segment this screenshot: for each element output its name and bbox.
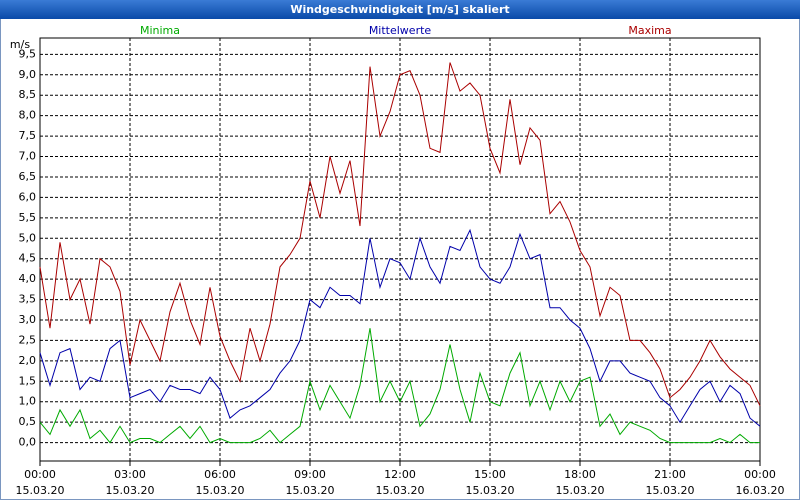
y-tick-label: 0,5 (19, 415, 37, 428)
x-tick-date: 15.03.20 (466, 484, 515, 497)
legend-label: Mittelwerte (369, 24, 432, 37)
x-tick-label: 18:00 (564, 468, 596, 481)
x-tick-label: 00:00 (24, 468, 56, 481)
x-tick-date: 16.03.20 (736, 484, 785, 497)
y-tick-label: 2,0 (19, 354, 37, 367)
y-tick-label: 7,5 (19, 129, 37, 142)
series-line (39, 228, 761, 427)
x-tick-label: 03:00 (114, 468, 146, 481)
x-tick-date: 15.03.20 (646, 484, 695, 497)
y-tick-label: 4,0 (19, 272, 37, 285)
y-tick-label: 6,0 (19, 190, 37, 203)
x-tick-label: 00:00 (744, 468, 776, 481)
x-tick-label: 21:00 (654, 468, 686, 481)
y-unit: m/s (10, 38, 30, 51)
x-tick-date: 15.03.20 (556, 484, 605, 497)
y-tick-label: 4,5 (19, 252, 37, 265)
y-tick-label: 1,0 (19, 395, 37, 408)
x-tick-date: 15.03.20 (106, 484, 155, 497)
y-tick-label: 0,0 (19, 436, 37, 449)
legend-label: Minima (140, 24, 180, 37)
y-tick-label: 2,5 (19, 333, 37, 346)
x-tick-date: 15.03.20 (376, 484, 425, 497)
y-tick-label: 6,5 (19, 170, 37, 183)
x-tick-label: 06:00 (204, 468, 236, 481)
x-tick-label: 15:00 (474, 468, 506, 481)
series-line (39, 328, 760, 444)
y-tick-label: 3,0 (19, 313, 37, 326)
chart-title: Windgeschwindigkeit [m/s] skaliert (290, 3, 509, 16)
x-tick-date: 15.03.20 (286, 484, 335, 497)
y-tick-label: 9,5 (19, 47, 37, 60)
y-tick-label: 5,5 (19, 211, 37, 224)
legend-label: Maxima (628, 24, 671, 37)
series-line (39, 62, 761, 407)
title-bar (0, 0, 800, 19)
y-tick-label: 7,0 (19, 150, 37, 163)
y-tick-label: 1,5 (19, 374, 37, 387)
y-tick-label: 3,5 (19, 293, 37, 306)
y-tick-label: 8,5 (19, 88, 37, 101)
y-tick-label: 9,0 (19, 68, 37, 81)
x-tick-date: 15.03.20 (16, 484, 65, 497)
x-tick-label: 09:00 (294, 468, 326, 481)
x-tick-label: 12:00 (384, 468, 416, 481)
y-tick-label: 8,0 (19, 109, 37, 122)
x-tick-date: 15.03.20 (196, 484, 245, 497)
y-tick-label: 5,0 (19, 231, 37, 244)
